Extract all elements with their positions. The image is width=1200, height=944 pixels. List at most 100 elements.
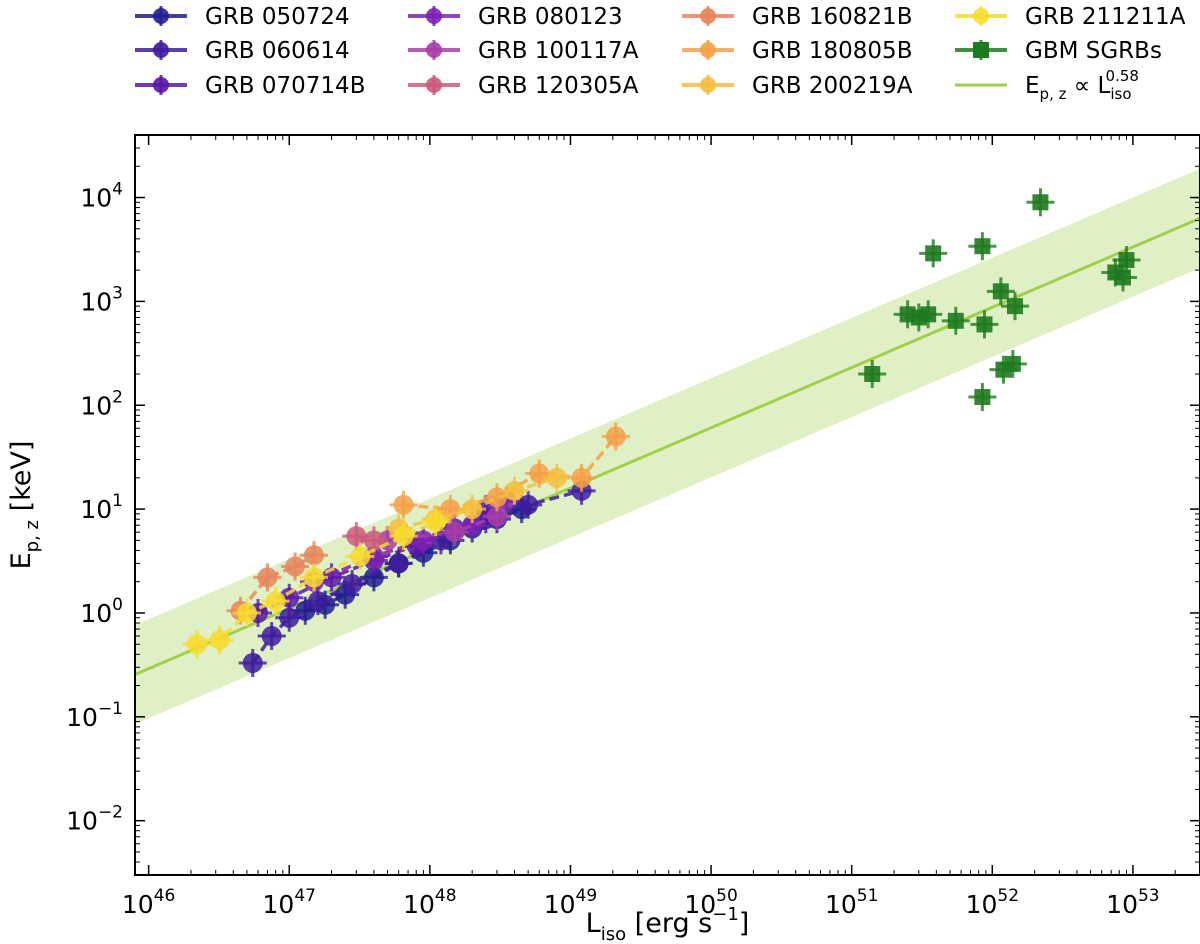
legend-entry: GBM SGRBs (955, 38, 1162, 64)
data-point (388, 553, 409, 574)
legend-label: GRB 080123 (478, 4, 623, 30)
tick-exponent: −1 (98, 699, 123, 719)
x-label-sup: −1 (712, 904, 739, 925)
data-point (363, 530, 384, 551)
data-point (546, 467, 567, 488)
data-point (303, 545, 324, 566)
x-tick-label: 1046 (122, 886, 175, 919)
y-label-main: E (6, 552, 37, 569)
data-point (518, 494, 539, 515)
data-point (393, 526, 414, 547)
x-label-sub: iso (601, 924, 626, 944)
x-tick-label: 1048 (403, 886, 456, 919)
data-point (864, 365, 881, 382)
tick-base: 10 (80, 599, 112, 628)
legend-entry: GRB 160821B (682, 4, 912, 30)
legend-entry: Ep, z ∝ Liso0.58 (955, 67, 1139, 103)
data-point (605, 426, 626, 447)
legend-marker (153, 42, 169, 58)
x-tick-label: 1053 (1106, 886, 1159, 919)
series-grb-211211a (182, 508, 450, 659)
legend-label: GRB 060614 (205, 38, 350, 64)
data-point (425, 512, 446, 533)
x-tick-label: 1051 (825, 886, 878, 919)
data-point (920, 306, 937, 323)
tick-base: 10 (122, 890, 154, 919)
fit-label-sup: 0.58 (1106, 67, 1139, 85)
plot-frame (134, 134, 1200, 876)
tick-exponent: 1 (112, 491, 123, 511)
data-point (257, 567, 278, 588)
y-tick-label: 101 (80, 491, 123, 524)
legend-entry: GRB 060614 (135, 38, 350, 64)
tick-exponent: 52 (997, 886, 1019, 906)
fit-label-sub: p, z (1040, 85, 1067, 103)
legend-marker (426, 42, 442, 58)
legend-label: GRB 180805B (752, 38, 912, 64)
x-axis-label-text: Liso [erg s−1] (586, 904, 750, 944)
y-tick-label: 102 (80, 387, 123, 420)
tick-exponent: 47 (294, 886, 316, 906)
tick-exponent: 4 (112, 180, 123, 200)
legend-label: GRB 050724 (205, 4, 350, 30)
data-point (1114, 269, 1131, 286)
data-point (440, 499, 461, 520)
data-point (504, 480, 525, 501)
legend-label: GRB 120305A (478, 73, 639, 99)
legend-marker (973, 8, 989, 24)
data-point (947, 312, 964, 329)
tick-base: 10 (80, 495, 112, 524)
data-point (974, 389, 991, 406)
data-point (279, 607, 300, 628)
fit-label-sub2: iso (1110, 85, 1131, 103)
legend-entry: GRB 070714B (135, 73, 365, 99)
data-point (236, 602, 257, 623)
y-tick-label: 100 (80, 595, 123, 628)
data-point (242, 652, 263, 673)
tick-exponent: 51 (857, 886, 879, 906)
x-tick-label: 1049 (544, 886, 597, 919)
data-point (209, 629, 230, 650)
data-point (571, 467, 592, 488)
tick-base: 10 (80, 287, 112, 316)
tick-exponent: 46 (154, 886, 176, 906)
data-point (992, 283, 1009, 300)
tick-exponent: 2 (112, 387, 123, 407)
legend-entry: GRB 120305A (408, 73, 639, 99)
tick-base: 10 (825, 890, 857, 919)
tick-exponent: 0 (112, 595, 123, 615)
legend-entry: GRB 050724 (135, 4, 350, 30)
legend-label: GRB 160821B (752, 4, 912, 30)
tick-exponent: 3 (112, 283, 123, 303)
tick-exponent: 49 (576, 886, 598, 906)
legend: GRB 050724 GRB 060614 GRB 070714B GRB 08012… (135, 4, 1186, 103)
legend-marker (973, 42, 989, 58)
data-point (444, 522, 465, 543)
data-point (307, 591, 328, 612)
y-label-rest: [keV] (6, 441, 37, 520)
y-tick-label: 103 (80, 283, 123, 316)
legend-marker (700, 42, 716, 58)
tick-exponent: 48 (435, 886, 457, 906)
tick-exponent: 53 (1138, 886, 1160, 906)
y-label-sub: p, z (22, 520, 43, 552)
y-axis-label: Ep, z [keV] (6, 441, 43, 570)
tick-base: 10 (263, 890, 295, 919)
legend-entry: GRB 211211A (955, 4, 1186, 30)
y-tick-label: 10−2 (66, 803, 123, 836)
data-point (976, 316, 993, 333)
axis-ticks: 1046 1047 1048 1049 1050 1051 1052 105310−210−1… (66, 134, 1200, 919)
x-tick-label: 1052 (966, 886, 1019, 919)
data-point (413, 530, 434, 551)
data-point (925, 245, 942, 262)
legend-entry: GRB 080123 (408, 4, 623, 30)
tick-exponent: 50 (716, 886, 738, 906)
legend-label: Ep, z ∝ Liso0.58 (1025, 67, 1139, 103)
data-point (1006, 298, 1023, 315)
data-point (350, 546, 371, 567)
legend-marker (700, 8, 716, 24)
data-point (186, 634, 207, 655)
legend-marker (700, 77, 716, 93)
tick-exponent: −2 (98, 803, 123, 823)
